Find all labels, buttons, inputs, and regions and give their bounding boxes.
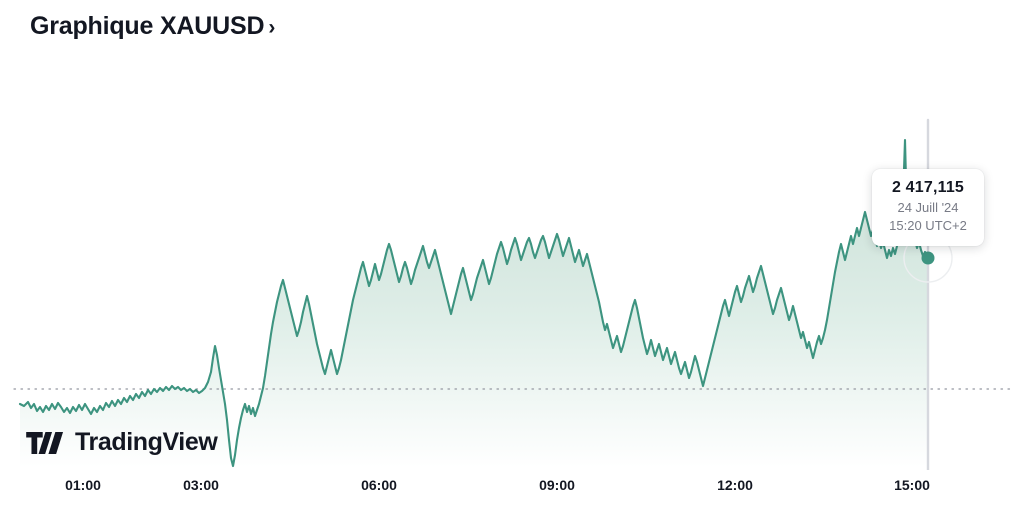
price-chart[interactable] [0, 60, 1024, 470]
page-title: Graphique XAUUSD [30, 11, 265, 40]
x-axis: 01:00 03:00 06:00 09:00 12:00 15:00 [0, 470, 1024, 509]
tradingview-logo-text: TradingView [75, 428, 218, 456]
x-axis-tick: 09:00 [539, 477, 575, 493]
chart-area-fill [20, 140, 927, 467]
chart-price-line [18, 138, 929, 468]
tooltip-date: 24 Juill '24 [897, 200, 959, 215]
x-axis-tick: 12:00 [717, 477, 753, 493]
tooltip-time: 15:20 UTC+2 [889, 218, 967, 233]
chart-canvas [13, 118, 1015, 470]
chevron-right-icon[interactable]: › [268, 15, 276, 39]
page-header: Graphique XAUUSD › [30, 6, 275, 46]
tooltip-price-value: 2 417,115 [891, 179, 965, 196]
price-tooltip: 2 417,115 24 Juill '24 15:20 UTC+2 [872, 169, 984, 246]
tradingview-logo[interactable]: TradingView [26, 428, 218, 456]
last-price-dot[interactable] [921, 251, 935, 265]
x-axis-tick: 06:00 [361, 477, 397, 493]
x-axis-tick: 01:00 [65, 477, 101, 493]
x-axis-tick: 15:00 [894, 477, 930, 493]
tradingview-logo-mark-icon [26, 431, 64, 454]
x-axis-tick: 03:00 [183, 477, 219, 493]
